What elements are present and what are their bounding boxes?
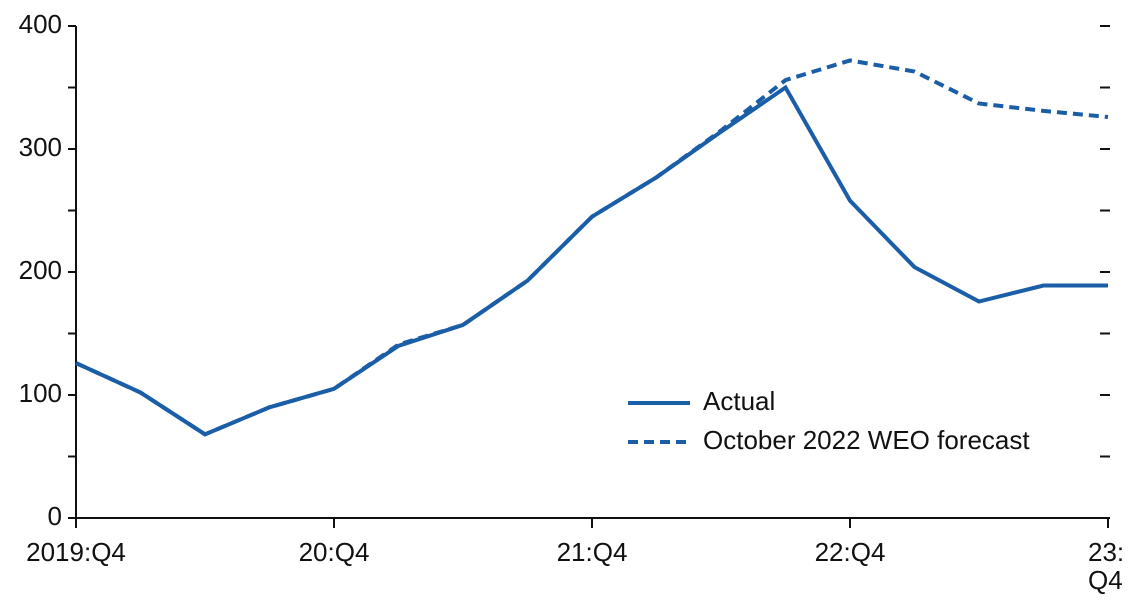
y-tick-label: 300 <box>19 132 62 162</box>
legend-label: October 2022 WEO forecast <box>703 425 1030 455</box>
x-tick-label: 2019:Q4 <box>26 537 126 567</box>
x-tick-label: 22:Q4 <box>814 537 886 567</box>
x-tick-label: 20:Q4 <box>298 537 370 567</box>
y-tick-label: 0 <box>48 501 62 531</box>
y-tick-label: 200 <box>19 255 62 285</box>
x-tick-label: 21:Q4 <box>556 537 628 567</box>
series-line <box>75 84 1108 437</box>
series-line <box>75 58 1109 437</box>
x-tick-label: 23:Q4 <box>1088 537 1125 595</box>
legend-label: Actual <box>703 386 775 416</box>
y-tick-label: 100 <box>19 378 62 408</box>
y-tick-label: 400 <box>19 9 62 39</box>
